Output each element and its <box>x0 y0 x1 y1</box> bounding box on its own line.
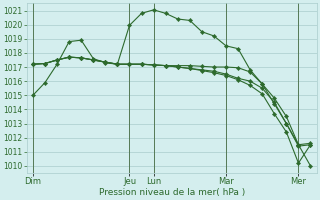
X-axis label: Pression niveau de la mer( hPa ): Pression niveau de la mer( hPa ) <box>99 188 245 197</box>
